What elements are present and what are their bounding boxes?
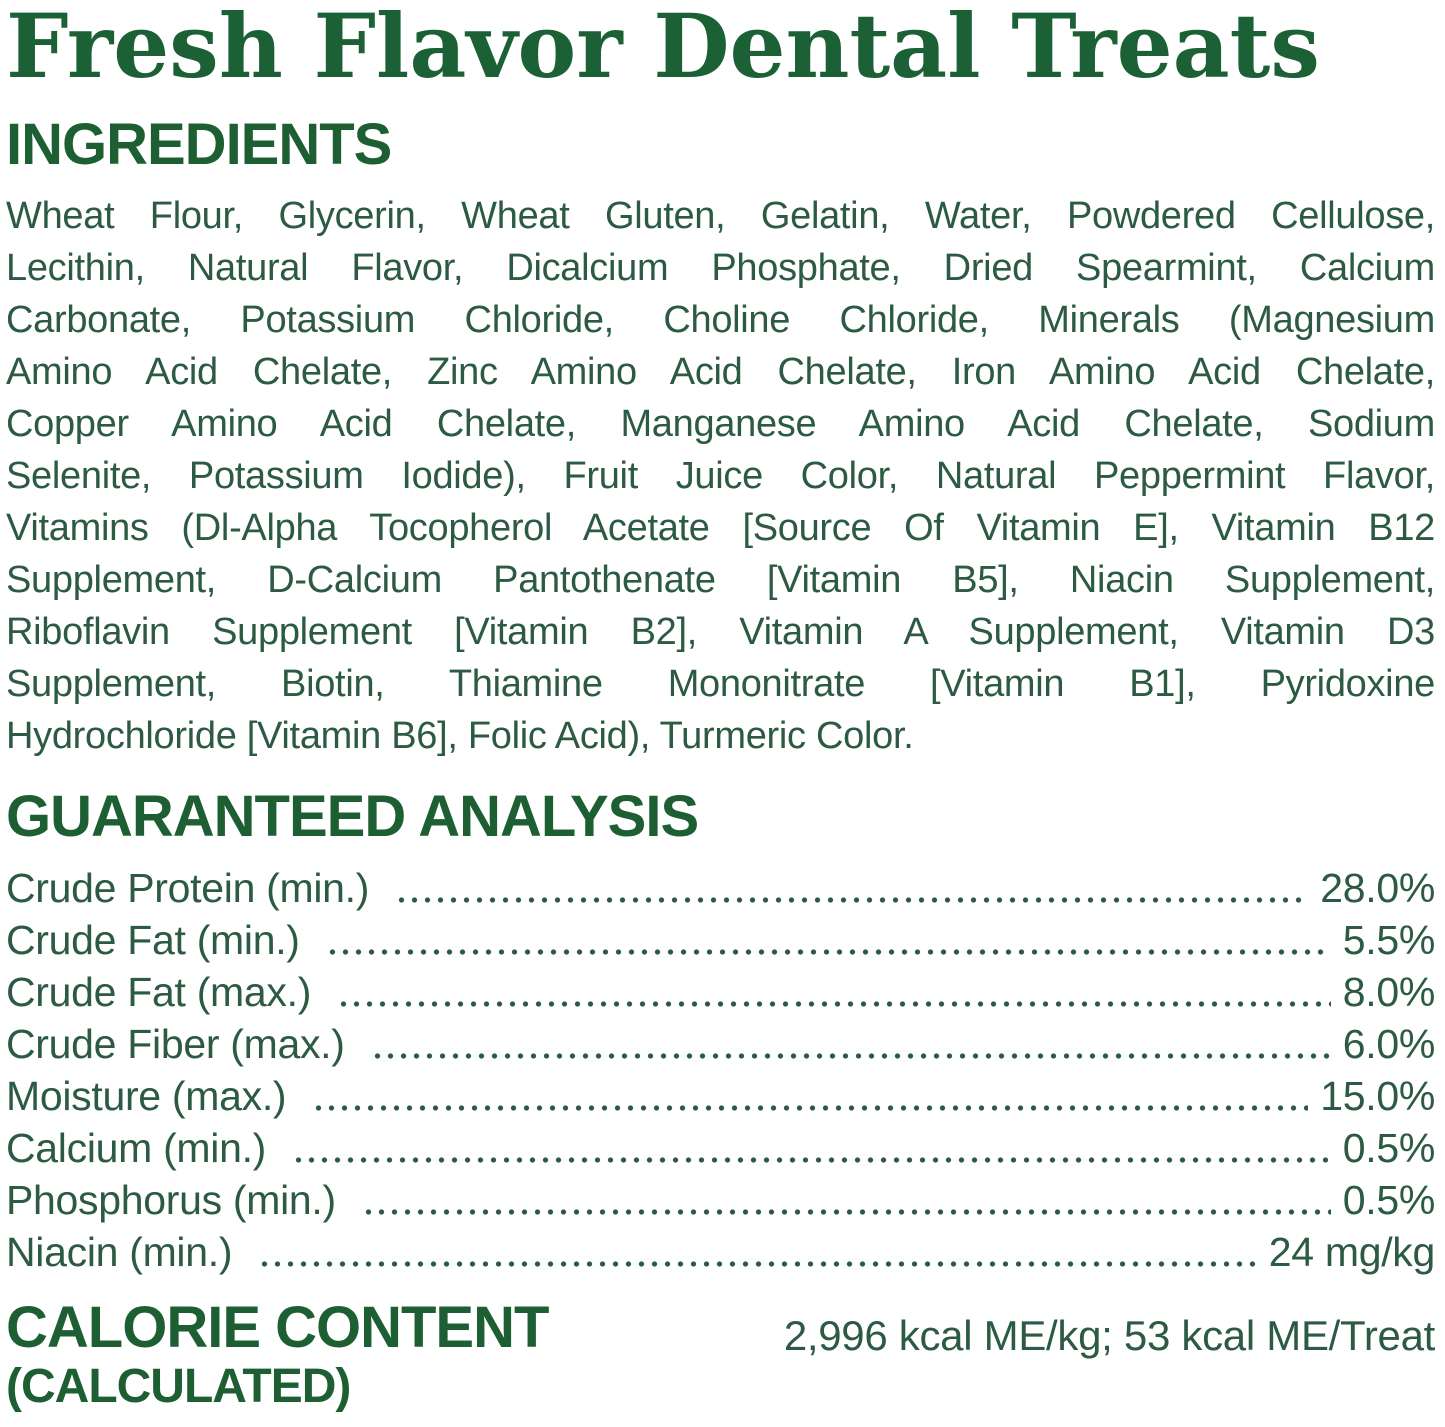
ingredients-line: Lecithin, Natural Flavor, Dicalcium Phos… — [6, 247, 1435, 289]
analysis-label: Niacin (min.) — [6, 1229, 233, 1275]
ingredients-text: Wheat Flour, Glycerin, Wheat Gluten, Gel… — [6, 190, 1435, 762]
guaranteed-analysis-section: GUARANTEED ANALYSIS Crude Protein (min.)… — [6, 788, 1435, 1278]
analysis-row-moisture-max: Moisture (max.) 15.0% — [6, 1070, 1435, 1122]
product-title: Fresh Flavor Dental Treats — [6, 0, 1320, 98]
analysis-row-crude-fat-min: Crude Fat (min.) 5.5% — [6, 914, 1435, 966]
guaranteed-analysis-table: Crude Protein (min.) 28.0% Crude Fat (mi… — [6, 862, 1435, 1278]
ingredients-line: Copper Amino Acid Chelate, Manganese Ami… — [6, 403, 1435, 445]
ingredients-line: Carbonate, Potassium Chloride, Choline C… — [6, 299, 1435, 341]
ingredients-line: Wheat Flour, Glycerin, Wheat Gluten, Gel… — [6, 195, 1435, 237]
analysis-value: 0.5% — [1342, 1177, 1436, 1223]
ingredients-line: Selenite, Potassium Iodide), Fruit Juice… — [6, 455, 1435, 497]
ingredients-line: Amino Acid Chelate, Zinc Amino Acid Chel… — [6, 351, 1435, 393]
analysis-label: Calcium (min.) — [6, 1125, 267, 1171]
dot-leader — [258, 1257, 1257, 1271]
analysis-value: 6.0% — [1342, 1021, 1436, 1067]
ingredients-line: Supplement, Biotin, Thiamine Mononitrate… — [6, 663, 1435, 705]
analysis-row-niacin-min: Niacin (min.) 24 mg/kg — [6, 1226, 1435, 1278]
ingredients-section: INGREDIENTS Wheat Flour, Glycerin, Wheat… — [6, 116, 1435, 762]
analysis-row-crude-fat-max: Crude Fat (max.) 8.0% — [6, 966, 1435, 1018]
analysis-value: 5.5% — [1342, 917, 1436, 963]
calorie-content-section: CALORIE CONTENT (CALCULATED) 2,996 kcal … — [6, 1298, 1435, 1414]
dot-leader — [370, 1049, 1331, 1063]
ingredients-line: Riboflavin Supplement [Vitamin B2], Vita… — [6, 611, 1435, 653]
ingredients-line: Supplement, D-Calcium Pantothenate [Vita… — [6, 559, 1435, 601]
ingredients-heading: INGREDIENTS — [6, 112, 392, 177]
analysis-label: Crude Fat (max.) — [6, 969, 312, 1015]
analysis-label: Crude Protein (min.) — [6, 865, 370, 911]
analysis-value: 8.0% — [1342, 969, 1436, 1015]
dot-leader — [312, 1101, 1309, 1115]
calorie-content-heading: CALORIE CONTENT (CALCULATED) — [6, 1295, 549, 1414]
calorie-content-heading-line1: CALORIE CONTENT — [6, 1295, 549, 1360]
analysis-value: 28.0% — [1320, 865, 1435, 911]
analysis-label: Phosphorus (min.) — [6, 1177, 336, 1223]
analysis-value: 0.5% — [1342, 1125, 1436, 1171]
analysis-label: Crude Fiber (max.) — [6, 1021, 345, 1067]
analysis-row-calcium-min: Calcium (min.) 0.5% — [6, 1122, 1435, 1174]
calorie-content-value: 2,996 kcal ME/kg; 53 kcal ME/Treat — [783, 1312, 1435, 1359]
analysis-label: Crude Fat (min.) — [6, 917, 300, 963]
dot-leader — [325, 945, 1331, 959]
dot-leader — [292, 1153, 1331, 1167]
dot-leader — [337, 997, 1331, 1011]
ingredients-line: Hydrochloride [Vitamin B6], Folic Acid),… — [6, 715, 914, 757]
analysis-row-crude-protein-min: Crude Protein (min.) 28.0% — [6, 862, 1435, 914]
analysis-value: 24 mg/kg — [1268, 1229, 1436, 1275]
dot-leader — [361, 1205, 1331, 1219]
analysis-label: Moisture (max.) — [6, 1073, 287, 1119]
ingredients-line: Vitamins (Dl-Alpha Tocopherol Acetate [S… — [6, 507, 1435, 549]
analysis-row-phosphorus-min: Phosphorus (min.) 0.5% — [6, 1174, 1435, 1226]
analysis-row-crude-fiber-max: Crude Fiber (max.) 6.0% — [6, 1018, 1435, 1070]
analysis-value: 15.0% — [1320, 1073, 1435, 1119]
calorie-content-heading-line2: (CALCULATED) — [6, 1360, 351, 1413]
guaranteed-analysis-heading: GUARANTEED ANALYSIS — [6, 784, 699, 849]
dot-leader — [395, 893, 1309, 907]
